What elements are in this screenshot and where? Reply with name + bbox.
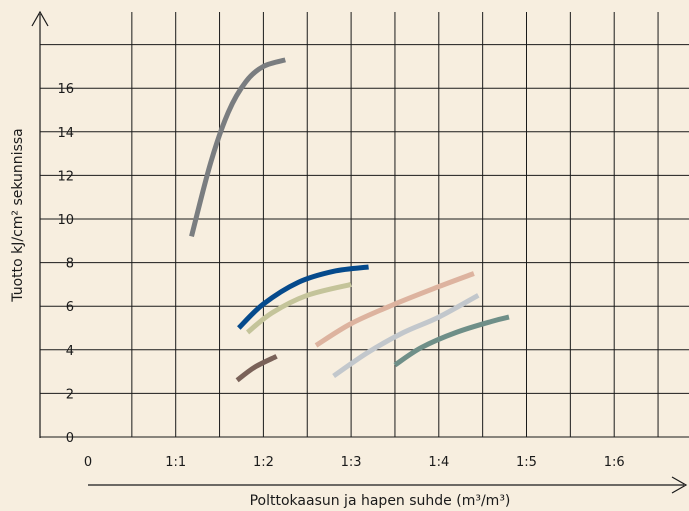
series (189, 57, 510, 383)
y-axis-arrow (31, 10, 49, 27)
series-line-4 (314, 271, 475, 348)
x-axis-title: Polttokaasun ja hapen suhde (m³/m³) (250, 493, 511, 509)
x-tick-label: 0 (84, 455, 92, 470)
series-line-5 (332, 293, 480, 379)
series-line-2 (237, 264, 369, 330)
x-axis-arrow (671, 476, 688, 494)
y-tick-label: 8 (66, 257, 74, 272)
x-tick-label: 1:6 (604, 455, 625, 470)
x-tick-label: 1:5 (516, 455, 537, 470)
x-tick-label: 1:1 (165, 455, 186, 470)
y-tick-label: 4 (66, 344, 74, 359)
y-tick-label: 14 (57, 126, 74, 141)
series-line-6 (393, 314, 510, 368)
x-tick-label: 1:4 (428, 455, 449, 470)
series-line-1 (189, 57, 286, 238)
series-line-7 (235, 354, 278, 383)
y-tick-label: 0 (66, 431, 74, 446)
series-line-3 (245, 281, 352, 335)
ticks: 0 2 4 6 8 10 12 14 16 0 1:1 1:2 1:3 1:4 1:5 1:6 (57, 82, 624, 470)
y-tick-label: 16 (57, 82, 74, 97)
y-tick-label: 12 (57, 169, 74, 184)
grid (40, 12, 689, 438)
y-axis-title: Tuotto kJ/cm² sekunnissa (10, 128, 26, 302)
axes (31, 10, 688, 494)
x-tick-label: 1:3 (341, 455, 362, 470)
y-tick-label: 2 (66, 387, 74, 402)
y-tick-label: 6 (66, 300, 74, 315)
y-tick-label: 10 (57, 213, 74, 228)
x-tick-label: 1:2 (253, 455, 274, 470)
